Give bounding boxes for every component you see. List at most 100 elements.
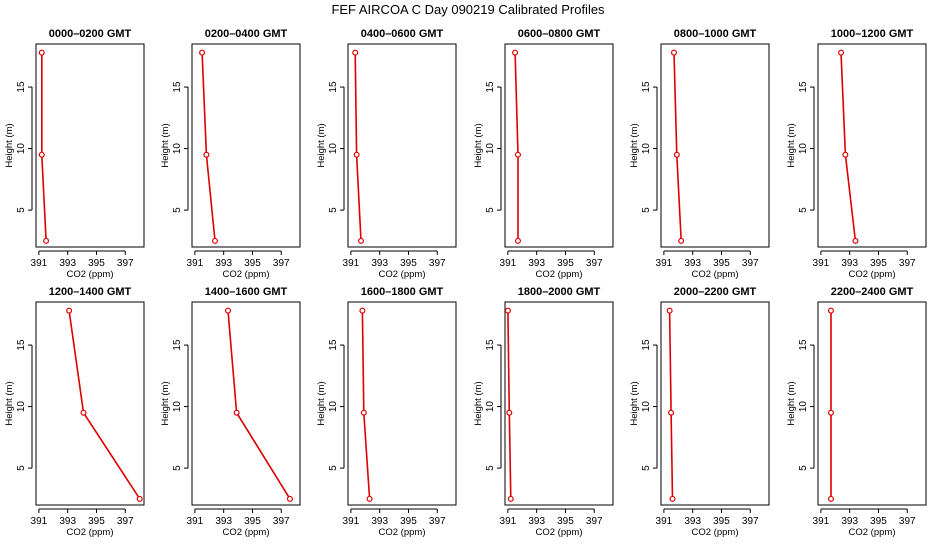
x-tick-label: 397 [742,258,759,269]
y-tick-label: 5 [798,465,809,471]
plot-frame [660,43,770,248]
plot-frame [817,43,927,248]
data-point [827,307,834,314]
x-tick-label: 395 [713,258,730,269]
data-point [359,307,366,314]
x-axis-label: CO2 (ppm) [67,527,114,538]
data-point [504,307,511,314]
y-tick-label: 10 [641,401,652,413]
series-line [354,52,362,241]
data-point [80,409,87,416]
data-point [38,49,45,56]
x-tick-label: 395 [557,258,574,269]
x-tick-label: 395 [713,516,730,527]
x-tick-label: 391 [343,516,360,527]
y-tick-label: 5 [485,207,496,213]
y-tick-label: 15 [641,339,652,351]
data-point [673,151,680,158]
x-tick-label: 393 [371,516,388,527]
x-axis-label: CO2 (ppm) [849,527,896,538]
data-point [668,409,675,416]
x-tick-label: 397 [429,516,446,527]
series-line [227,310,291,500]
y-axis-label: Height (m) [786,123,797,167]
x-tick-label: 391 [656,258,673,269]
y-axis-label: Height (m) [4,381,15,425]
x-tick-label: 397 [899,516,916,527]
series-line [507,310,512,499]
y-tick-label: 15 [16,339,27,351]
x-axis-label: CO2 (ppm) [67,269,114,280]
x-axis-label: CO2 (ppm) [379,269,426,280]
x-tick-label: 397 [117,258,134,269]
x-tick-label: 397 [273,258,290,269]
data-point [838,49,845,56]
plot-frame [347,301,457,506]
data-point [352,49,359,56]
x-axis-label: CO2 (ppm) [536,527,583,538]
x-tick-label: 391 [187,516,204,527]
data-point [43,237,50,244]
y-tick-label: 15 [172,81,183,93]
data-point [666,307,673,314]
series-line [361,310,371,499]
x-tick-label: 395 [88,258,105,269]
x-tick-label: 395 [870,516,887,527]
data-point [212,237,219,244]
x-tick-label: 393 [684,258,701,269]
y-axis-label: Height (m) [473,381,484,425]
x-tick-label: 393 [215,516,232,527]
panel-title: 0000–0200 GMT [49,28,132,40]
plot-frame [347,43,457,248]
data-point [678,237,685,244]
data-point [225,307,232,314]
series-line [514,52,519,241]
series-line [40,52,47,241]
panel-title: 2000–2200 GMT [674,286,757,298]
data-point [669,495,676,502]
y-tick-label: 5 [328,465,339,471]
data-point [353,151,360,158]
x-tick-label: 393 [684,516,701,527]
plot-frame [504,43,614,248]
series-line [840,52,857,241]
y-tick-label: 10 [328,143,339,155]
plot-frame [660,301,770,506]
data-point [233,409,240,416]
data-point [66,307,73,314]
data-point [360,409,367,416]
x-tick-label: 391 [500,258,517,269]
panel-title: 2200–2400 GMT [831,286,914,298]
x-axis-label: CO2 (ppm) [692,269,739,280]
data-point [842,151,849,158]
y-axis-label: Height (m) [160,381,171,425]
panel-title: 0800–1000 GMT [674,28,757,40]
x-axis-label: CO2 (ppm) [223,527,270,538]
data-point [514,151,521,158]
panel-title: 0200–0400 GMT [205,28,288,40]
y-axis-label: Height (m) [4,123,15,167]
y-axis-label: Height (m) [160,123,171,167]
y-tick-label: 15 [328,81,339,93]
y-tick-label: 10 [16,401,27,413]
y-tick-label: 15 [172,339,183,351]
x-tick-label: 397 [586,516,603,527]
chart-title: FEF AIRCOA C Day 090219 Calibrated Profi… [331,2,605,17]
data-point [366,495,373,502]
data-point [827,495,834,502]
x-tick-label: 397 [899,258,916,269]
y-tick-label: 5 [328,207,339,213]
y-tick-label: 5 [172,465,183,471]
panel-title: 1000–1200 GMT [831,28,914,40]
x-tick-label: 397 [273,516,290,527]
